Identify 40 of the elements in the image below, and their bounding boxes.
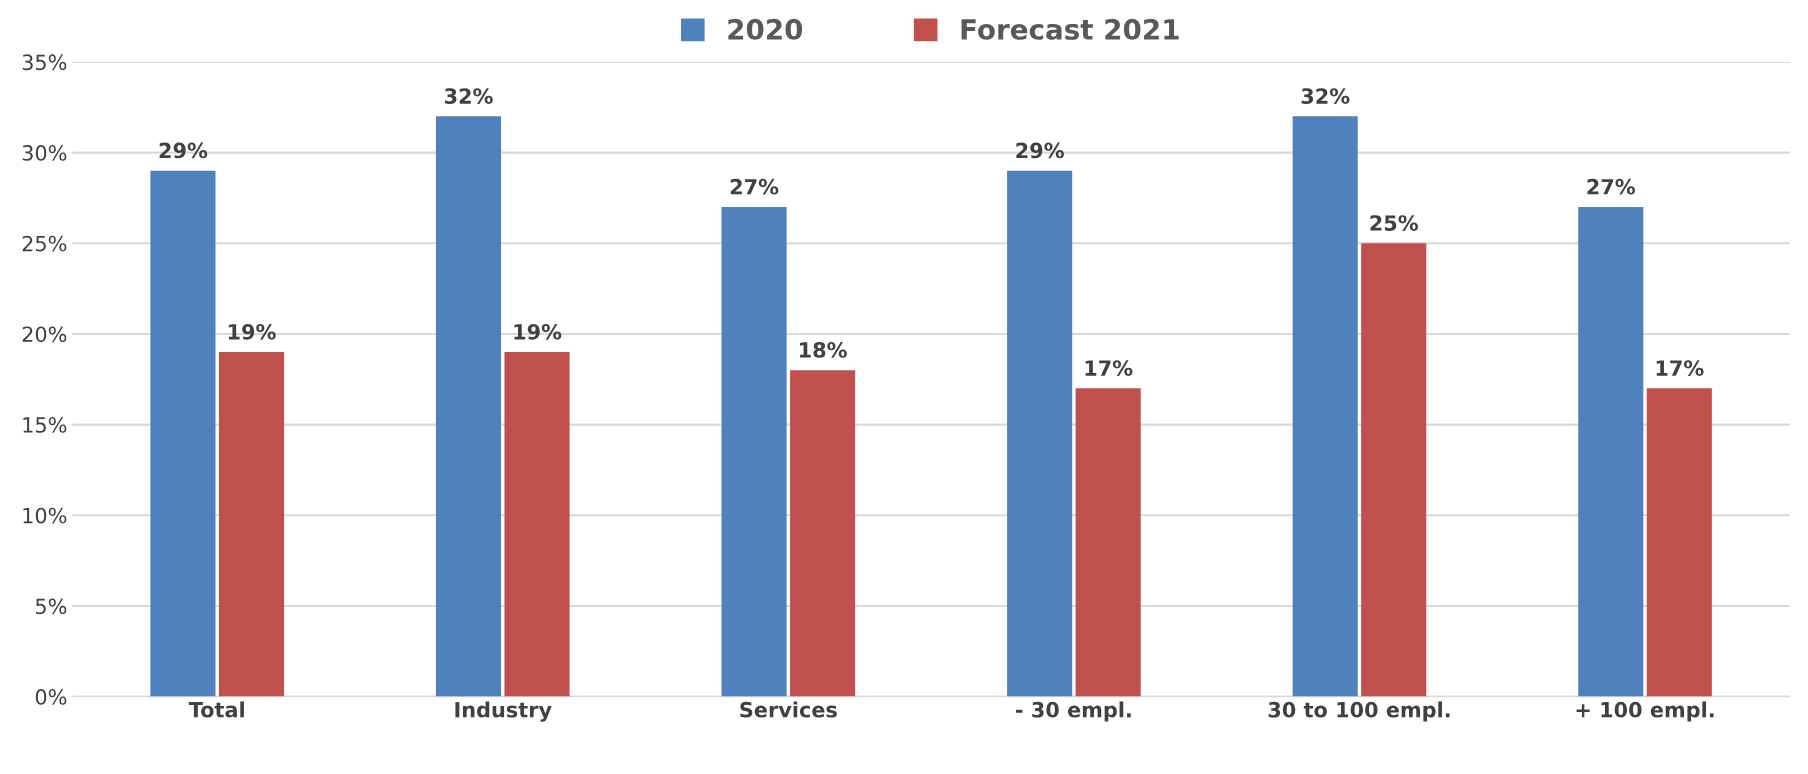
bar bbox=[721, 206, 787, 697]
bar bbox=[1361, 243, 1427, 697]
bar bbox=[1578, 206, 1644, 697]
y-tick-label: 5% bbox=[36, 598, 67, 615]
legend-label: Forecast 2021 bbox=[961, 18, 1179, 40]
bar bbox=[1646, 388, 1712, 697]
y-tick-label: 0% bbox=[35, 689, 67, 705]
x-tick-label: 30 to 100 empl. bbox=[1268, 701, 1450, 722]
bar bbox=[150, 170, 216, 697]
x-tick-label: Industry bbox=[455, 701, 552, 722]
data-label: 17% bbox=[1656, 360, 1704, 376]
legend-label: 2020 bbox=[728, 18, 803, 40]
x-tick-label: Total bbox=[188, 701, 244, 718]
data-label: 19% bbox=[228, 323, 276, 340]
data-label: 25% bbox=[1370, 215, 1418, 231]
data-label: 32% bbox=[444, 88, 493, 104]
data-label: 27% bbox=[1587, 178, 1636, 195]
x-tick-label: Services bbox=[740, 701, 837, 718]
y-tick-label: 35% bbox=[22, 54, 67, 71]
data-label: 29% bbox=[1016, 142, 1064, 159]
bar bbox=[504, 352, 570, 697]
data-label: 17% bbox=[1085, 360, 1133, 376]
bar bbox=[1007, 170, 1073, 697]
y-tick-label: 30% bbox=[22, 145, 67, 161]
bar bbox=[1075, 388, 1141, 697]
x-tick-label: - 30 empl. bbox=[1016, 701, 1131, 722]
data-label: 29% bbox=[159, 142, 208, 159]
data-label: 18% bbox=[800, 342, 847, 358]
x-tick-label: + 100 empl. bbox=[1576, 701, 1714, 722]
bar bbox=[790, 370, 856, 697]
y-tick-label: 20% bbox=[22, 326, 67, 343]
data-label: 32% bbox=[1301, 88, 1350, 104]
y-tick-label: 10% bbox=[23, 507, 67, 524]
bar bbox=[218, 352, 285, 697]
y-tick-label: 25% bbox=[22, 235, 67, 252]
bar bbox=[1292, 116, 1358, 697]
data-label: 27% bbox=[730, 178, 779, 195]
bar bbox=[435, 116, 502, 697]
data-label: 19% bbox=[514, 323, 562, 340]
y-tick-label: 15% bbox=[23, 417, 67, 433]
